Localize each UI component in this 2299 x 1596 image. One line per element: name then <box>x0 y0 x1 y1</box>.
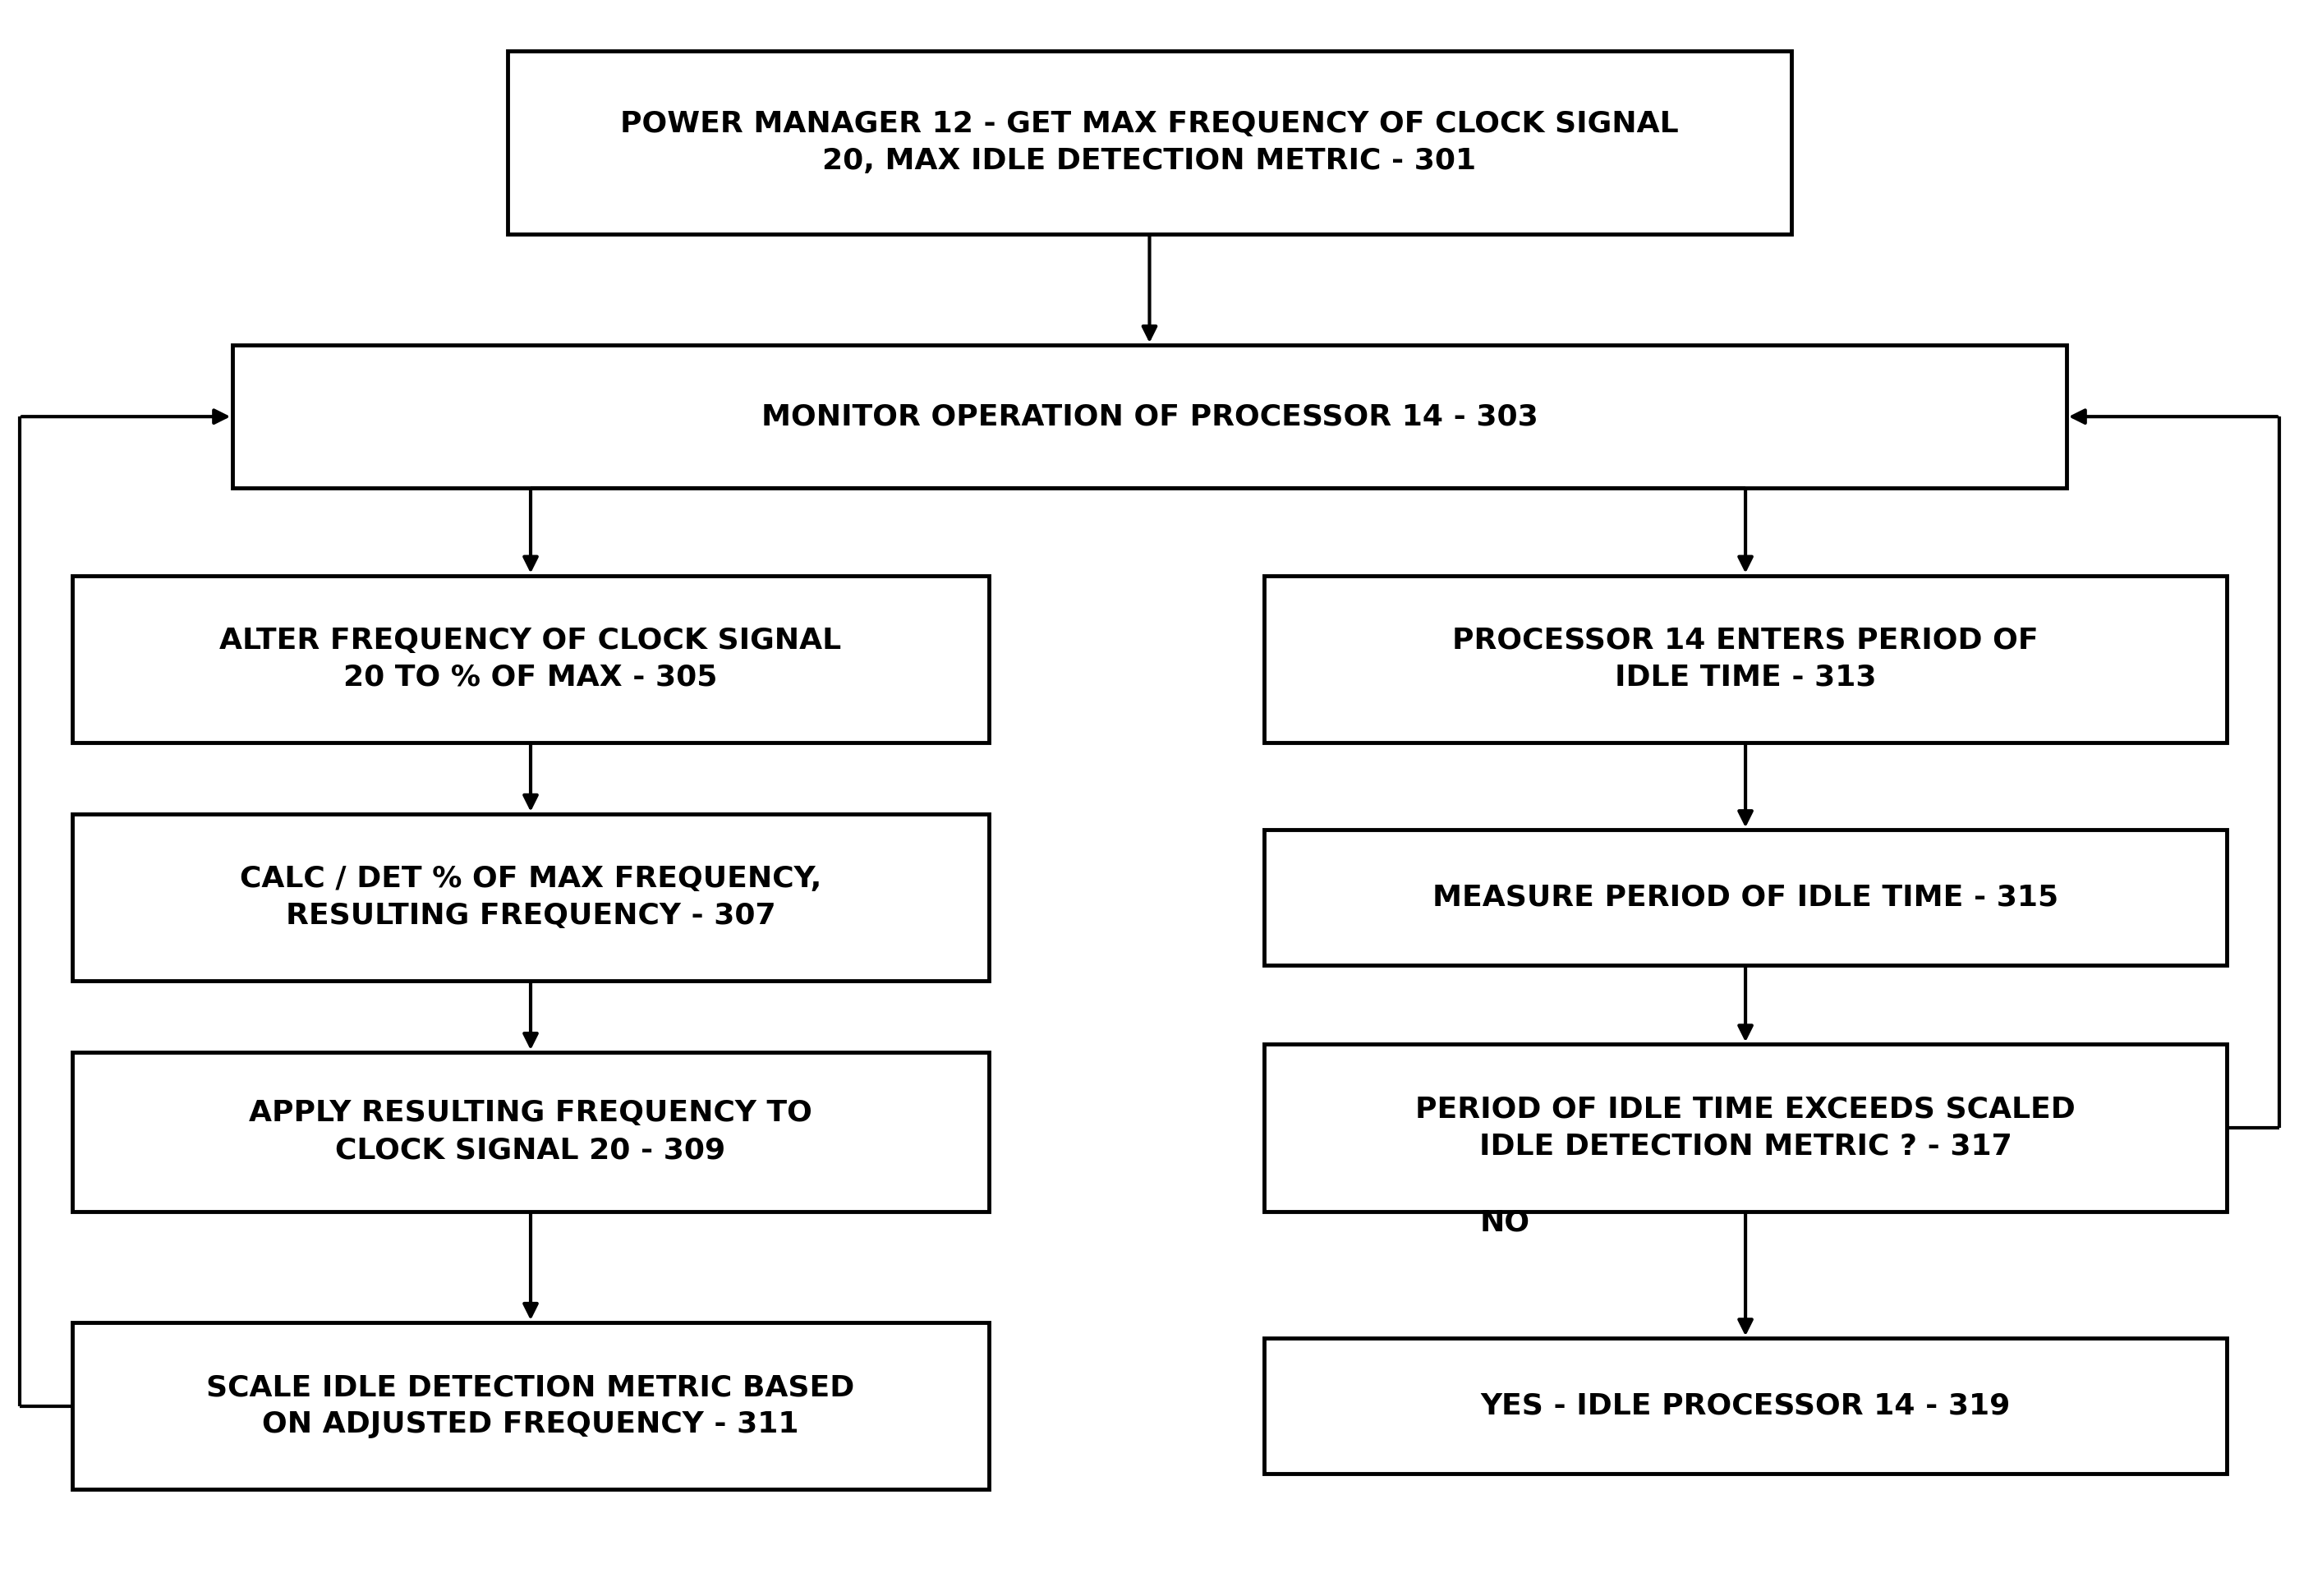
FancyBboxPatch shape <box>1264 1044 2228 1211</box>
Text: CALC / DET % OF MAX FREQUENCY,
RESULTING FREQUENCY - 307: CALC / DET % OF MAX FREQUENCY, RESULTING… <box>239 865 821 930</box>
FancyBboxPatch shape <box>71 814 989 982</box>
Text: MONITOR OPERATION OF PROCESSOR 14 - 303: MONITOR OPERATION OF PROCESSOR 14 - 303 <box>761 402 1538 431</box>
Text: SCALE IDLE DETECTION METRIC BASED
ON ADJUSTED FREQUENCY - 311: SCALE IDLE DETECTION METRIC BASED ON ADJ… <box>207 1374 855 1438</box>
Text: ALTER FREQUENCY OF CLOCK SIGNAL
20 TO % OF MAX - 305: ALTER FREQUENCY OF CLOCK SIGNAL 20 TO % … <box>221 627 841 691</box>
Text: APPLY RESULTING FREQUENCY TO
CLOCK SIGNAL 20 - 309: APPLY RESULTING FREQUENCY TO CLOCK SIGNA… <box>248 1100 812 1163</box>
Text: NO: NO <box>1481 1208 1529 1237</box>
FancyBboxPatch shape <box>1264 830 2228 966</box>
FancyBboxPatch shape <box>71 1323 989 1489</box>
Text: MEASURE PERIOD OF IDLE TIME - 315: MEASURE PERIOD OF IDLE TIME - 315 <box>1432 883 2058 911</box>
Text: POWER MANAGER 12 - GET MAX FREQUENCY OF CLOCK SIGNAL
20, MAX IDLE DETECTION METR: POWER MANAGER 12 - GET MAX FREQUENCY OF … <box>621 110 1678 176</box>
Text: PROCESSOR 14 ENTERS PERIOD OF
IDLE TIME - 313: PROCESSOR 14 ENTERS PERIOD OF IDLE TIME … <box>1453 627 2039 691</box>
FancyBboxPatch shape <box>71 576 989 742</box>
FancyBboxPatch shape <box>508 51 1791 235</box>
FancyBboxPatch shape <box>1264 576 2228 742</box>
FancyBboxPatch shape <box>1264 1339 2228 1473</box>
Text: PERIOD OF IDLE TIME EXCEEDS SCALED
IDLE DETECTION METRIC ? - 317: PERIOD OF IDLE TIME EXCEEDS SCALED IDLE … <box>1416 1095 2076 1160</box>
FancyBboxPatch shape <box>232 345 2067 488</box>
Text: YES - IDLE PROCESSOR 14 - 319: YES - IDLE PROCESSOR 14 - 319 <box>1481 1392 2012 1420</box>
FancyBboxPatch shape <box>71 1052 989 1211</box>
